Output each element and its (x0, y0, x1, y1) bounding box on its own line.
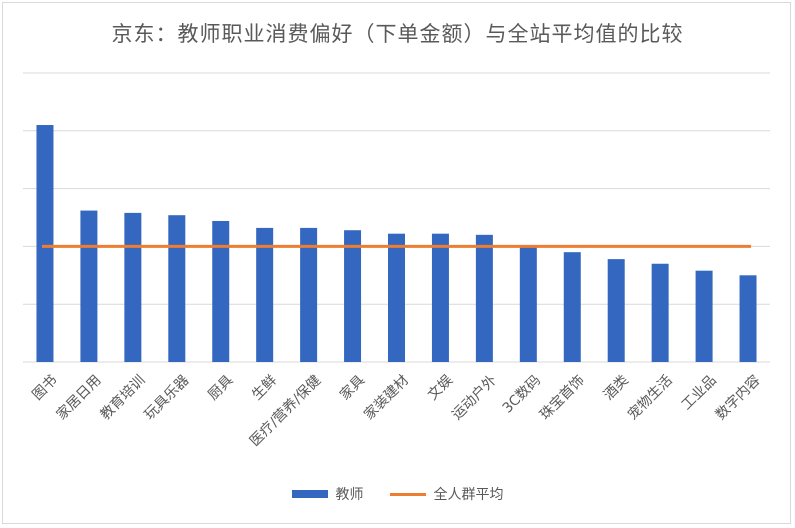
bar-teacher (431, 233, 449, 362)
bar-teacher (739, 275, 757, 362)
bar-teacher (695, 270, 713, 362)
x-tick-label: 珠宝首饰 (537, 372, 588, 423)
x-tick-label: 厨具 (205, 372, 236, 403)
x-tick-label: 宠物生活 (625, 372, 676, 423)
bar-teacher (36, 125, 54, 363)
x-tick-label: 运动户外 (448, 372, 500, 424)
x-tick-label: 工业品 (679, 372, 720, 413)
legend-label-average: 全人群平均 (433, 487, 504, 503)
x-tick-label: 家具 (336, 372, 368, 404)
bar-teacher (212, 220, 230, 362)
bar-teacher (563, 252, 581, 362)
x-tick-label: 家居日用 (53, 372, 105, 424)
x-tick-label: 图书 (29, 372, 60, 403)
x-tick-label: 酒类 (601, 372, 632, 403)
chart-title: 京东：教师职业消费偏好（下单金额）与全站平均值的比较 (111, 22, 684, 46)
x-tick-label: 教育培训 (98, 372, 149, 423)
legend-item-average: 全人群平均 (389, 484, 504, 504)
bar-teacher (388, 233, 405, 362)
x-tick-label: 玩具乐器 (141, 372, 192, 423)
bar-teacher (519, 247, 537, 362)
x-tick-label: 文娱 (425, 372, 456, 403)
x-tick-label: 3C数码 (500, 372, 544, 416)
bar-teacher (124, 212, 142, 362)
x-tick-label: 家装建材 (360, 372, 412, 424)
bar-teacher (256, 227, 274, 362)
x-tick-label: 生鲜 (249, 372, 280, 403)
bar-teacher (168, 215, 186, 362)
x-tick-label: 数字内容 (712, 372, 764, 424)
bar-teacher (300, 227, 318, 362)
bar-teacher (80, 210, 98, 362)
legend: 教师 全人群平均 (0, 484, 795, 504)
legend-swatch-bar (291, 490, 328, 498)
bar-teacher (651, 263, 669, 362)
legend-swatch-line (389, 492, 426, 496)
bar-teacher (607, 259, 625, 362)
bar-teacher (344, 230, 362, 362)
legend-item-teacher: 教师 (291, 484, 364, 504)
legend-label-teacher: 教师 (335, 487, 364, 503)
bar-teacher (475, 234, 493, 362)
